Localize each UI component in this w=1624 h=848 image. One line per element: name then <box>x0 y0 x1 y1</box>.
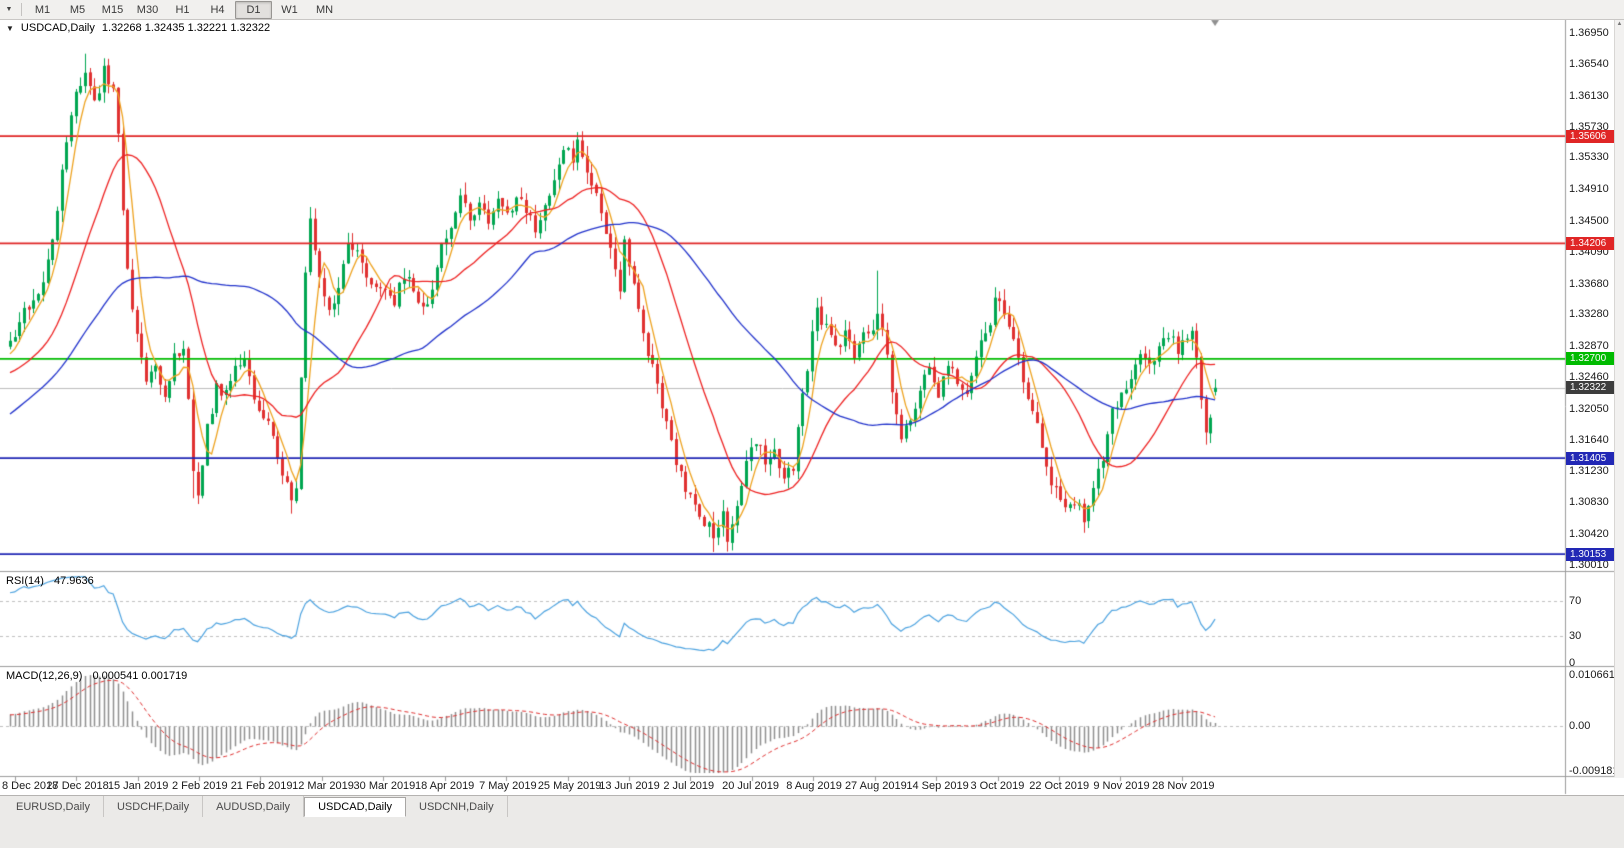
last-price-badge: 1.32322 <box>1566 381 1624 395</box>
price-level-badge: 1.31405 <box>1566 451 1624 465</box>
date-axis-label: 22 Oct 2019 <box>1029 780 1090 792</box>
date-axis-label: 25 May 2019 <box>537 780 602 792</box>
price-axis-label: 1.32870 <box>1569 339 1609 352</box>
price-axis-label: 1.34910 <box>1569 183 1609 196</box>
timeframe-buttons-group: M1 M5 M15 M30 H1 H4 D1 W1 MN <box>25 0 342 19</box>
status-area <box>0 817 1624 848</box>
chevron-down-icon: ▼ <box>5 6 13 13</box>
rsi-indicator-value: 47.9636 <box>53 575 94 587</box>
date-axis-label: 30 Mar 2019 <box>353 780 416 792</box>
chart-tab-usdcnh[interactable]: USDCNH,Daily <box>406 796 508 817</box>
toolbar-separator <box>21 3 22 16</box>
timeframe-button-h4[interactable]: H4 <box>210 3 225 16</box>
chart-tab-usdcad[interactable]: USDCAD,Daily <box>304 797 407 817</box>
timeframe-toolbar: ▼ M1 M5 M15 M30 H1 H4 D1 W1 MN <box>0 0 1624 20</box>
rsi-axis-label: 30 <box>1569 630 1582 643</box>
timeframe-button-m30[interactable]: M30 <box>136 3 159 16</box>
price-level-badge: 1.32700 <box>1566 352 1624 366</box>
date-axis-label: 13 Jun 2019 <box>599 780 660 792</box>
price-axis-label: 1.30830 <box>1569 496 1609 509</box>
chart-tab-eurusd[interactable]: EURUSD,Daily <box>3 796 104 817</box>
date-axis-label: 8 Aug 2019 <box>786 780 842 792</box>
toolbar-dropdown-button[interactable]: ▼ <box>0 1 18 18</box>
date-axis-label: 27 Dec 2018 <box>46 780 109 792</box>
price-axis-label: 1.36950 <box>1569 27 1609 39</box>
date-axis-label: 28 Nov 2019 <box>1152 780 1215 792</box>
price-axis-label: 1.31640 <box>1569 434 1609 447</box>
date-axis-label: 7 May 2019 <box>479 780 537 792</box>
price-axis-label: 1.32050 <box>1569 402 1609 415</box>
timeframe-button-h1[interactable]: H1 <box>175 3 190 16</box>
chart-tab-usdchf[interactable]: USDCHF,Daily <box>104 796 204 817</box>
timeframe-button-d1[interactable]: D1 <box>235 0 272 19</box>
scroll-up-icon: ▲ <box>1616 21 1623 27</box>
date-axis-label: 3 Oct 2019 <box>970 780 1025 792</box>
timeframe-button-m15[interactable]: M15 <box>101 3 124 16</box>
date-axis-label: 9 Nov 2019 <box>1093 780 1150 792</box>
price-axis-label: 1.36130 <box>1569 89 1609 102</box>
price-axis-label: 1.30420 <box>1569 527 1609 540</box>
price-axis-label: 1.36540 <box>1569 58 1609 71</box>
price-axis-label: 1.33280 <box>1569 308 1609 321</box>
price-axis-label: 1.33680 <box>1569 277 1609 290</box>
chart-tab-bar: EURUSD,Daily USDCHF,Daily AUDUSD,Daily USDC… <box>0 795 1624 817</box>
chart-title: ▼ USDCAD,Daily 1.32268 1.32435 1.32221 1… <box>6 22 270 34</box>
rsi-axis-label: 0 <box>1569 657 1576 669</box>
rsi-axis-label: 70 <box>1569 594 1582 607</box>
date-axis-label: 14 Sep 2019 <box>906 780 969 792</box>
macd-panel-label: MACD(12,26,9) 0.000541 0.001719 <box>6 670 187 682</box>
rsi-indicator-name: RSI(14) <box>6 575 44 587</box>
rsi-panel-label: RSI(14) 47.9636 <box>6 575 94 587</box>
chart-ohlc-values: 1.32268 1.32435 1.32221 1.32322 <box>101 22 271 34</box>
price-axis-label: 1.34500 <box>1569 214 1609 227</box>
date-axis-label: 18 Apr 2019 <box>414 780 475 792</box>
chart-symbol-period: USDCAD,Daily <box>20 22 95 34</box>
price-axis-label: 1.32460 <box>1569 371 1609 384</box>
date-axis-label: 8 Dec 2018 <box>2 780 59 792</box>
macd-axis-label: -0.0091810 <box>1569 765 1624 777</box>
vertical-scrollbar[interactable]: ▲ <box>1614 19 1624 777</box>
macd-axis-label: 0.0106615 <box>1569 669 1621 681</box>
price-axis-label: 1.35330 <box>1569 151 1609 164</box>
macd-axis-label: 0.00 <box>1569 719 1591 732</box>
macd-indicator-values: 0.000541 0.001719 <box>92 670 188 682</box>
price-level-badge: 1.35606 <box>1566 129 1624 143</box>
date-axis-label: 20 Jul 2019 <box>722 780 779 792</box>
date-axis-label: 12 Mar 2019 <box>292 780 354 792</box>
chart-tab-audusd[interactable]: AUDUSD,Daily <box>203 796 305 817</box>
date-axis-label: 2 Feb 2019 <box>171 780 228 792</box>
price-axis-label: 1.31230 <box>1569 465 1609 478</box>
date-axis-label: 21 Feb 2019 <box>230 780 293 792</box>
quick-trade-arrow-icon[interactable]: ▼ <box>6 23 14 33</box>
date-axis-label: 2 Jul 2019 <box>663 780 715 792</box>
timeframe-button-w1[interactable]: W1 <box>281 3 298 16</box>
timeframe-button-m5[interactable]: M5 <box>69 3 86 16</box>
macd-indicator-name: MACD(12,26,9) <box>6 670 83 682</box>
date-axis-label: 15 Jan 2019 <box>107 780 169 792</box>
price-axis-label: 1.30010 <box>1569 559 1609 571</box>
date-axis-label: 27 Aug 2019 <box>844 780 907 792</box>
price-level-badge: 1.34206 <box>1566 236 1624 250</box>
timeframe-button-mn[interactable]: MN <box>315 3 334 16</box>
price-level-badge: 1.30153 <box>1566 547 1624 561</box>
timeframe-button-m1[interactable]: M1 <box>34 3 51 16</box>
